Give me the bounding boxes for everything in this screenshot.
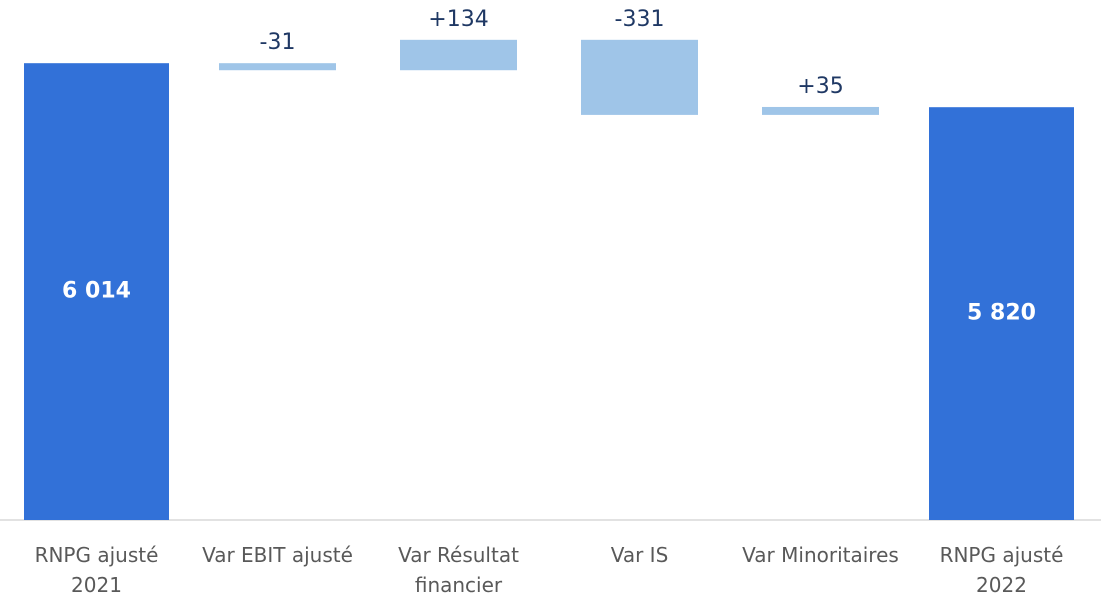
bar (400, 39, 517, 71)
x-tick-label: RNPG ajusté 2021 (34, 543, 159, 597)
data-label: +35 (797, 74, 843, 99)
bar (24, 63, 169, 521)
bar (762, 106, 879, 115)
data-label: 6 014 (62, 279, 131, 304)
data-label: -31 (260, 30, 296, 55)
bar (581, 39, 698, 115)
data-label: -331 (615, 7, 665, 32)
x-tick-label: Var Résultat financier (398, 543, 519, 597)
data-label: +134 (428, 7, 488, 32)
x-tick-label: Var EBIT ajusté (202, 543, 353, 567)
data-label: 5 820 (967, 301, 1036, 326)
bar (219, 63, 336, 71)
x-tick-label: RNPG ajusté 2022 (939, 543, 1064, 597)
x-tick-label: Var IS (610, 543, 669, 567)
bar (929, 107, 1074, 520)
x-tick-label: Var Minoritaires (742, 543, 899, 567)
